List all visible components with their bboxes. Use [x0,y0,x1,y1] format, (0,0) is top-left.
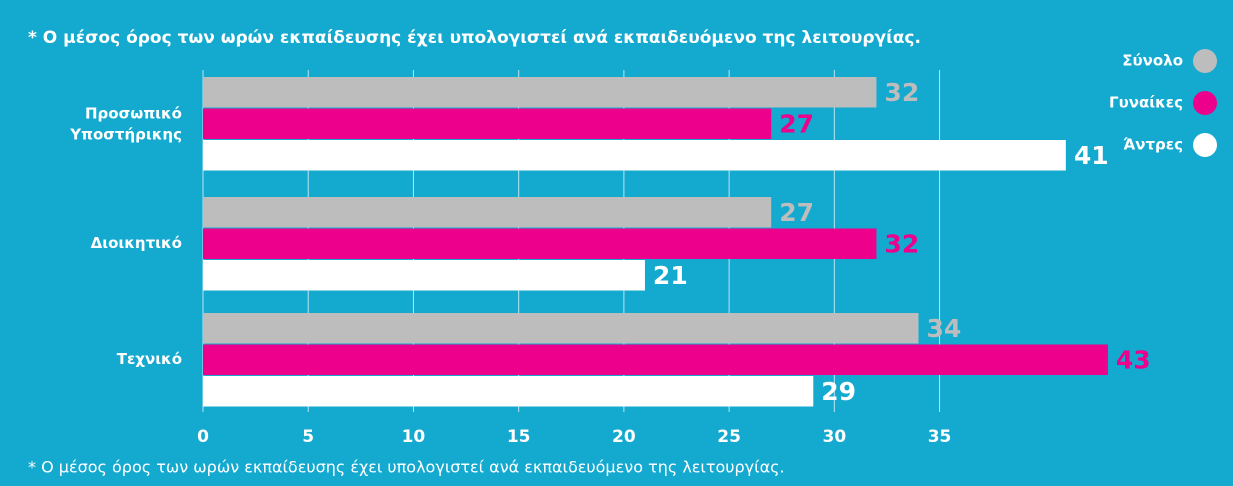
bar [203,344,1108,375]
bar [203,77,877,108]
value-label: 32 [884,229,919,258]
x-tick-label: 35 [928,427,952,447]
value-label: 21 [653,261,688,290]
value-label: 41 [1074,141,1109,170]
legend-swatch [1193,49,1217,73]
value-label: 43 [1116,345,1151,374]
legend-label: Σύνολο [1122,52,1183,70]
value-label: 32 [884,78,919,107]
legend-label: Άντρες [1123,136,1183,154]
category-label: Διοικητικό [91,234,182,252]
bar [203,108,772,139]
legend-swatch [1193,133,1217,157]
bar [203,140,1066,171]
bar [203,376,814,407]
chart-title: * Ο μέσος όρος των ωρών εκπαίδευσης έχει… [28,28,921,48]
value-label: 34 [927,314,962,343]
category-label: Προσωπικό Υποστήρικης [69,104,182,143]
x-tick-label: 20 [612,427,636,447]
legend-label: Γυναίκες [1109,94,1183,112]
x-tick-label: 15 [507,427,531,447]
bar [203,313,919,344]
bar [203,228,877,259]
category-label: Τεχνικό [117,350,182,368]
bar [203,260,645,291]
x-tick-label: 30 [822,427,846,447]
x-tick-label: 25 [717,427,741,447]
x-tick-label: 0 [197,427,209,447]
value-label: 27 [779,198,814,227]
x-tick-label: 5 [302,427,314,447]
x-tick-label: 10 [402,427,426,447]
value-label: 27 [779,109,814,138]
bar [203,197,772,228]
legend-swatch [1193,91,1217,115]
value-label: 29 [821,377,856,406]
footnote: * Ο μέσος όρος των ωρών εκπαίδευσης έχει… [28,458,785,477]
